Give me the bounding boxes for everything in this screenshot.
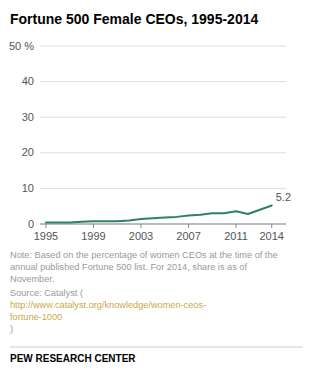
chart: Fortune 500 Female CEOs, 1995-2014 0 10 20 3…	[0, 0, 313, 384]
grid-line	[40, 188, 286, 189]
note-line: annual published Fortune 500 list. For 2…	[10, 262, 247, 272]
x-tick-label: 2011	[224, 230, 248, 242]
x-axis: 1995 1999 2003 2007 2011 2014	[34, 224, 286, 242]
grid-line	[40, 81, 286, 82]
source-link: http://www.catalyst.org/knowledge/women-…	[10, 300, 206, 322]
x-tick-label: 1995	[34, 230, 58, 242]
source-end-line: )	[10, 324, 13, 334]
separator	[10, 347, 303, 348]
y-tick-label: 30	[22, 111, 34, 123]
x-tick	[236, 224, 237, 228]
note-line: November.	[10, 274, 54, 284]
annotation: 5.2	[276, 191, 291, 203]
x-tick-label: 2007	[176, 230, 200, 242]
y-tick-label: 20	[22, 146, 34, 158]
y-axis: 0 10 20 30 40 50 %	[9, 40, 286, 230]
y-tick-label: 40	[22, 75, 34, 87]
plot-area	[46, 205, 272, 222]
line	[46, 205, 272, 222]
source-link-line: http://www.catalyst.org/knowledge/women-…	[10, 300, 206, 310]
x-tick	[45, 224, 46, 228]
source-end: )	[10, 324, 13, 334]
y-tick-label: 10	[22, 182, 34, 194]
footer: PEW RESEARCH CENTER	[10, 353, 136, 364]
x-axis-line	[40, 224, 286, 225]
x-tick	[271, 224, 272, 228]
source: Source: Catalyst (	[10, 288, 83, 298]
source-link-line: fortune-1000	[10, 312, 62, 322]
grid-line	[40, 224, 286, 225]
x-tick	[141, 224, 142, 228]
source-line: Source: Catalyst (	[10, 288, 83, 298]
y-tick-label: 50 %	[9, 40, 34, 52]
x-tick-label: 2014	[259, 230, 283, 242]
x-tick	[93, 224, 94, 228]
note-line: Note: Based on the percentage of women C…	[10, 250, 278, 260]
grid-line	[40, 46, 286, 47]
grid-line	[40, 117, 286, 118]
y-tick-label: 0	[28, 218, 34, 230]
note: Note: Based on the percentage of women C…	[10, 250, 278, 284]
x-tick-label: 1999	[81, 230, 105, 242]
x-tick	[188, 224, 189, 228]
grid-line	[40, 152, 286, 153]
title: Fortune 500 Female CEOs, 1995-2014	[10, 11, 258, 27]
x-tick-label: 2003	[129, 230, 153, 242]
